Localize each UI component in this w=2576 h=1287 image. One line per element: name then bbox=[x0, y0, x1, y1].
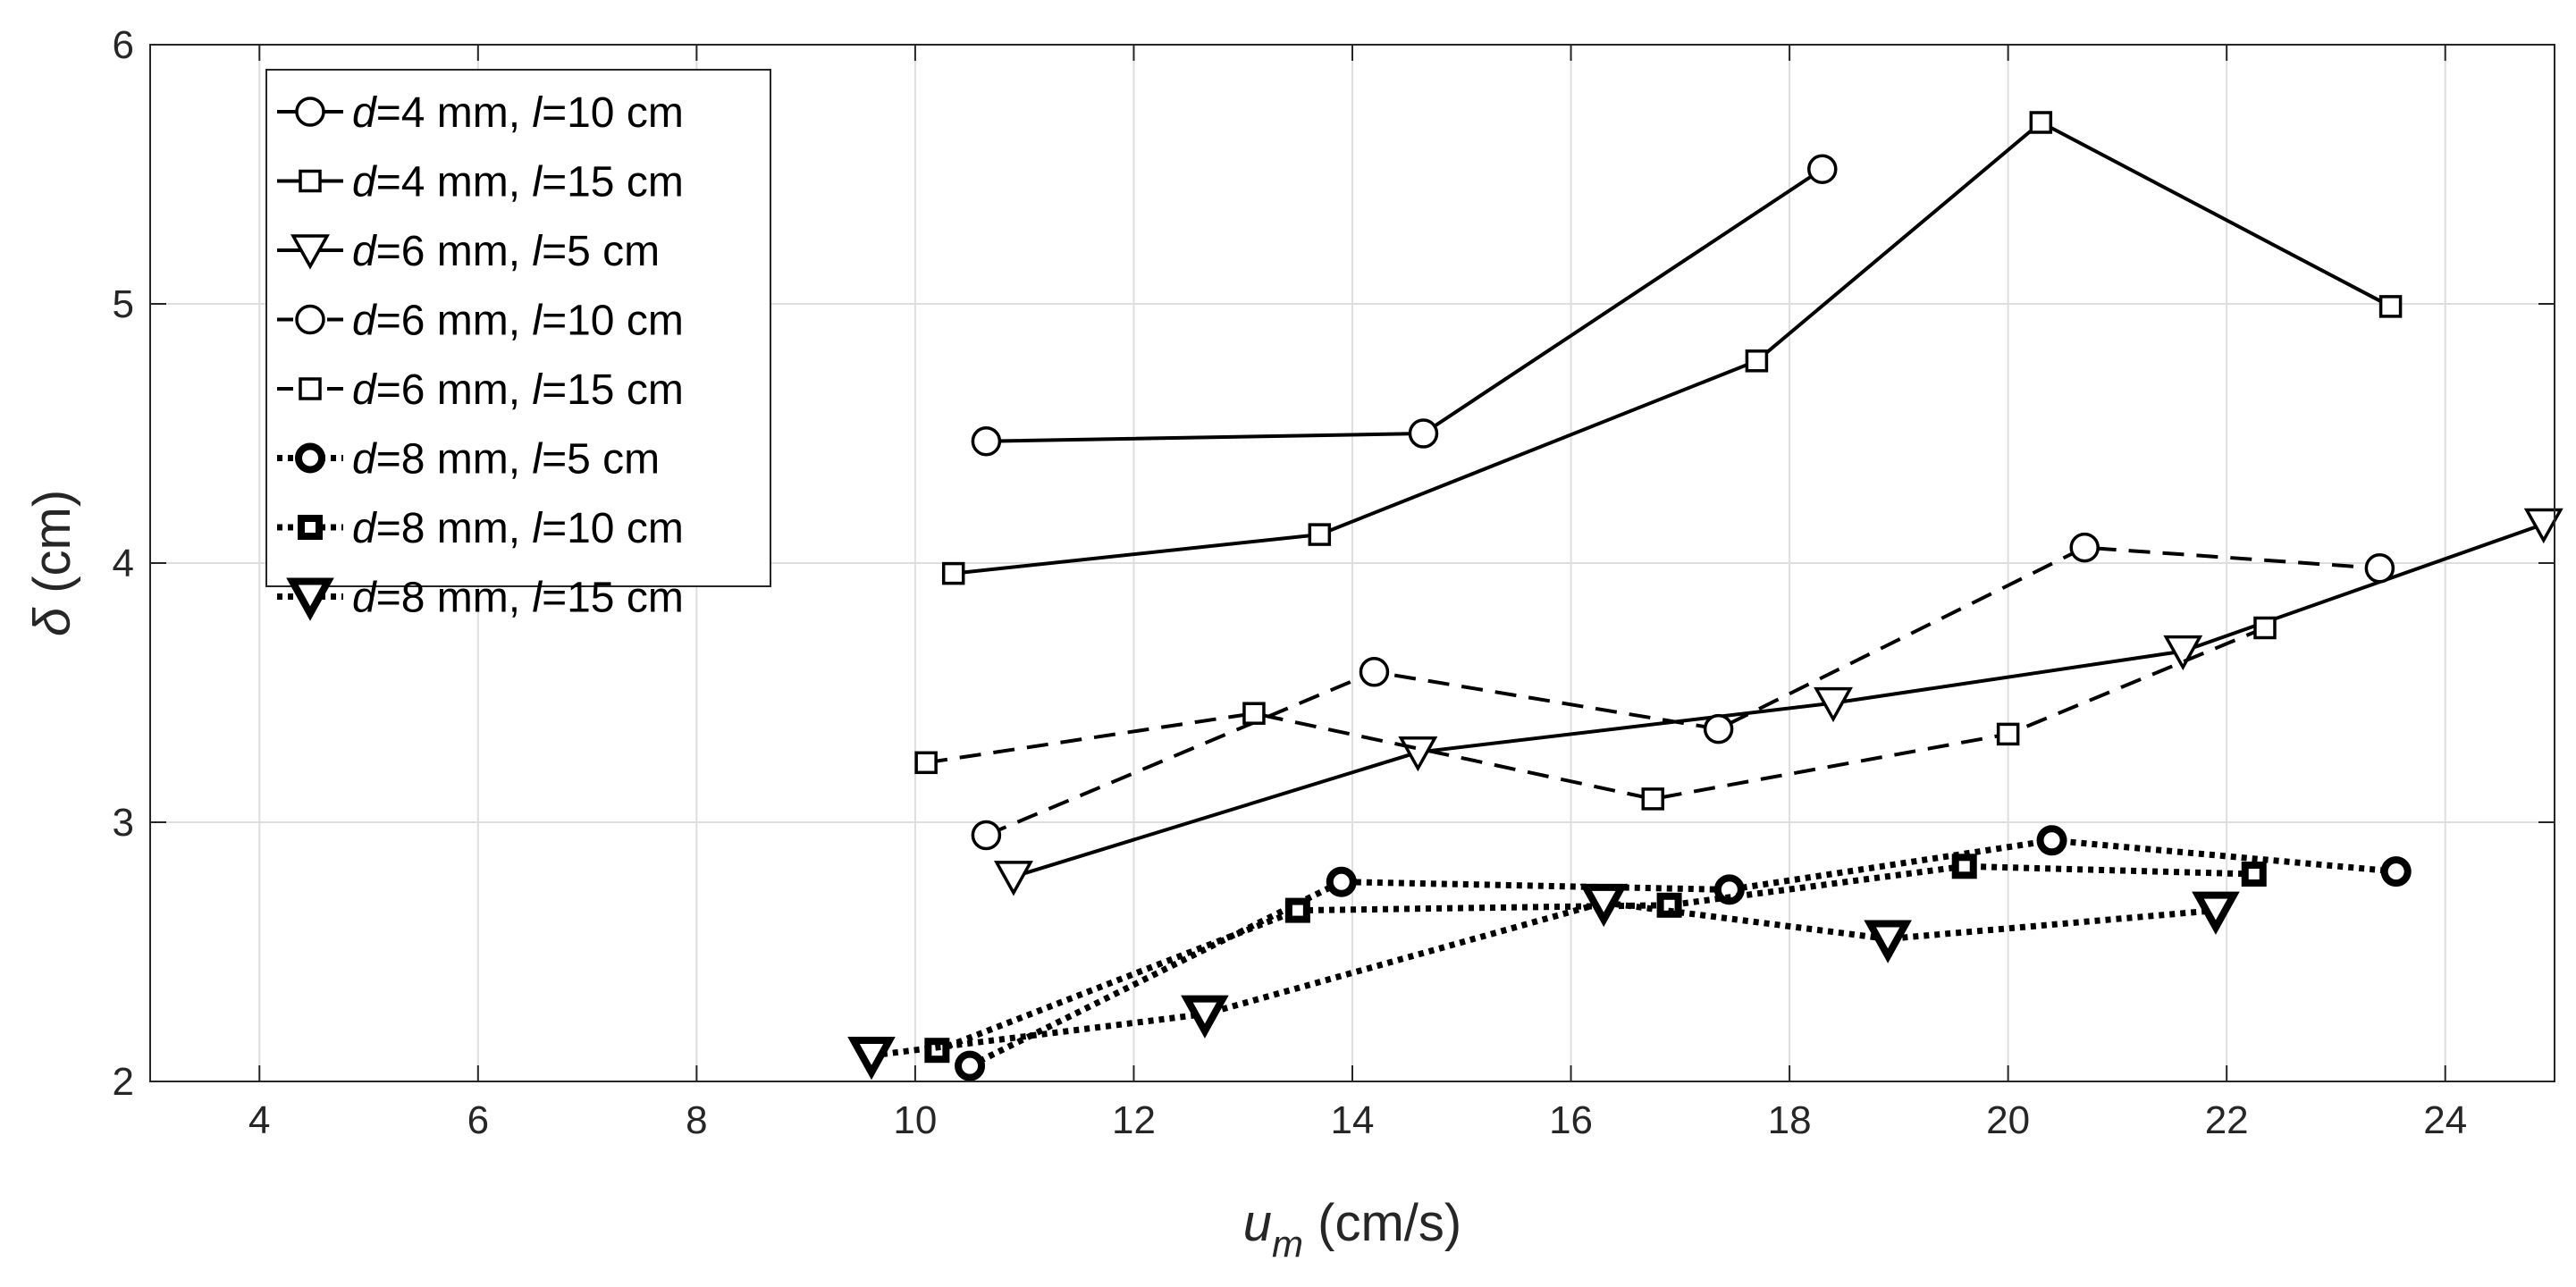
legend-marker bbox=[290, 234, 330, 270]
legend-entry: d=8 mm, l=10 cm bbox=[277, 505, 684, 552]
data-point bbox=[2192, 891, 2240, 935]
legend-label: d=8 mm, l=15 cm bbox=[352, 575, 684, 622]
legend: d=4 mm, l=10 cm d=4 mm, l=15 cm d=6 mm, l=… bbox=[265, 69, 771, 622]
data-point bbox=[2378, 295, 2403, 318]
data-point bbox=[1284, 897, 1310, 923]
series-line bbox=[936, 862, 2254, 1054]
y-tick-label: 3 bbox=[113, 801, 134, 845]
series-4 bbox=[971, 532, 2395, 851]
data-point bbox=[1713, 874, 1745, 905]
y-tick-label: 5 bbox=[113, 282, 134, 326]
series-line bbox=[925, 626, 2266, 801]
data-point bbox=[1242, 702, 1266, 725]
x-axis-title: um (cm/s) bbox=[1243, 1194, 1461, 1265]
series-5 bbox=[914, 616, 2277, 811]
data-point bbox=[2241, 862, 2267, 887]
y-axis-symbol: δ bbox=[23, 607, 81, 636]
x-axis-symbol: u bbox=[1243, 1194, 1272, 1252]
legend-label: d=8 mm, l=10 cm bbox=[352, 505, 684, 552]
legend-marker bbox=[295, 97, 325, 127]
y-tick-label: 2 bbox=[113, 1060, 134, 1104]
data-point bbox=[1408, 418, 1439, 449]
data-point bbox=[2523, 508, 2563, 544]
series-8 bbox=[847, 883, 2240, 1081]
data-point bbox=[1745, 349, 1769, 373]
data-point bbox=[1951, 854, 1977, 879]
legend-label: d=8 mm, l=5 cm bbox=[352, 436, 660, 484]
data-point bbox=[955, 1050, 986, 1081]
legend-label: d=6 mm, l=15 cm bbox=[352, 366, 684, 414]
legend-label: d=6 mm, l=5 cm bbox=[352, 228, 660, 275]
data-point bbox=[2163, 635, 2203, 671]
data-point bbox=[941, 561, 965, 585]
x-axis-unit: (cm/s) bbox=[1303, 1194, 1461, 1252]
data-point bbox=[2364, 553, 2395, 584]
data-point bbox=[1703, 713, 1734, 744]
series-layer bbox=[847, 111, 2563, 1081]
data-point bbox=[971, 820, 1002, 851]
series-2 bbox=[941, 111, 2403, 585]
data-point bbox=[847, 1037, 896, 1081]
series-3 bbox=[993, 508, 2563, 896]
x-tick-label: 10 bbox=[893, 1098, 937, 1142]
data-point bbox=[1359, 657, 1390, 687]
legend-marker bbox=[295, 304, 325, 335]
legend-entry: d=4 mm, l=15 cm bbox=[277, 159, 684, 206]
legend-marker bbox=[299, 377, 322, 400]
data-point bbox=[1996, 722, 2020, 746]
data-point bbox=[1864, 920, 1912, 963]
x-tick-label: 24 bbox=[2423, 1098, 2467, 1142]
data-point bbox=[2069, 532, 2100, 563]
legend-label: d=4 mm, l=10 cm bbox=[352, 89, 684, 137]
data-point bbox=[2380, 856, 2412, 887]
legend-entry: d=4 mm, l=10 cm bbox=[277, 89, 684, 137]
x-tick-label: 22 bbox=[2205, 1098, 2249, 1142]
series-1 bbox=[971, 154, 1838, 457]
data-point bbox=[2029, 111, 2053, 134]
legend-marker bbox=[295, 442, 325, 474]
data-point bbox=[2253, 616, 2277, 640]
legend-box bbox=[265, 69, 771, 587]
legend-entry: d=8 mm, l=5 cm bbox=[277, 436, 660, 484]
legend-label: d=4 mm, l=15 cm bbox=[352, 159, 684, 206]
x-tick-label: 4 bbox=[248, 1098, 270, 1142]
y-axis-unit: (cm) bbox=[23, 490, 81, 608]
data-point bbox=[1807, 154, 1838, 184]
data-point bbox=[1641, 787, 1664, 811]
legend-marker bbox=[298, 515, 323, 540]
x-tick-label: 8 bbox=[686, 1098, 707, 1142]
x-axis-subscript: m bbox=[1272, 1223, 1303, 1265]
data-point bbox=[1308, 523, 1332, 546]
x-tick-label: 14 bbox=[1331, 1098, 1375, 1142]
data-point bbox=[1326, 866, 1357, 897]
x-tick-label: 12 bbox=[1112, 1098, 1156, 1142]
legend-entry: d=6 mm, l=5 cm bbox=[277, 228, 660, 275]
data-point bbox=[1181, 995, 1229, 1039]
x-tick-label: 16 bbox=[1549, 1098, 1593, 1142]
legend-entry: d=8 mm, l=15 cm bbox=[277, 575, 684, 622]
x-tick-label: 18 bbox=[1768, 1098, 1812, 1142]
data-point bbox=[1814, 686, 1853, 723]
legend-marker bbox=[286, 577, 334, 621]
data-point bbox=[914, 751, 938, 775]
data-point bbox=[993, 861, 1033, 896]
x-tick-label: 6 bbox=[467, 1098, 489, 1142]
data-point bbox=[1579, 883, 1629, 928]
series-6 bbox=[955, 825, 2412, 1081]
series-line bbox=[985, 545, 2380, 837]
y-tick-label: 6 bbox=[113, 23, 134, 67]
legend-entry: d=6 mm, l=10 cm bbox=[277, 298, 684, 345]
x-tick-label: 20 bbox=[1986, 1098, 2030, 1142]
legend-entry: d=6 mm, l=15 cm bbox=[277, 366, 684, 414]
y-axis-title: δ (cm) bbox=[23, 490, 81, 636]
legend-label: d=6 mm, l=10 cm bbox=[352, 298, 684, 345]
y-tick-label: 4 bbox=[113, 542, 134, 585]
data-point bbox=[2036, 825, 2067, 856]
data-point bbox=[971, 425, 1002, 457]
legend-marker bbox=[299, 169, 322, 193]
axes: 4 6 8 10 12 14 16 18 20 22 24 2 3 4 5 6 bbox=[113, 23, 2555, 1142]
